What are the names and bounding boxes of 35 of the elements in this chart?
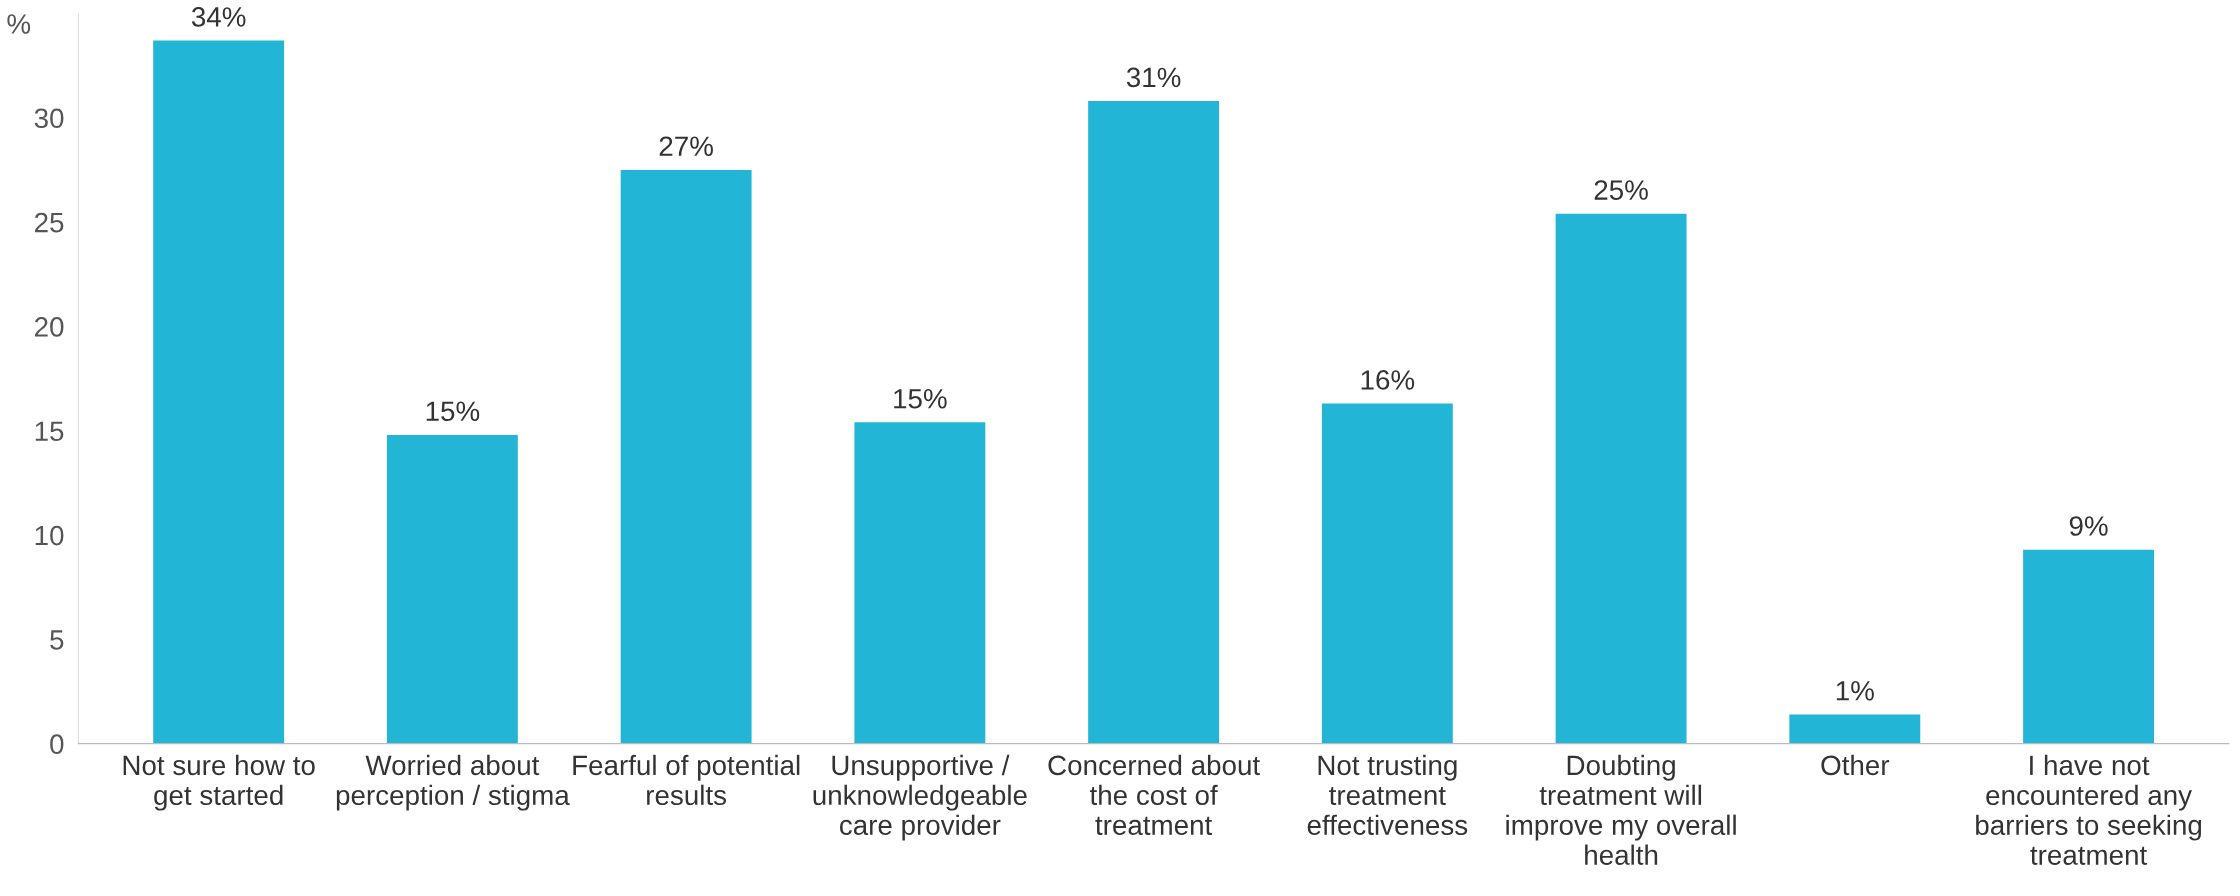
x-tick-label: Unsupportive / unknowledgeable care provider [813,754,1027,841]
x-tick-label: Fearful of potential results [573,754,800,806]
data-label: 16% [1361,370,1415,390]
bar [854,422,986,744]
y-tick-label: 5 [50,630,64,650]
bar [1321,403,1453,744]
bar [153,40,285,744]
x-tick-label: Doubting treatment will improve my overall health [1506,754,1736,865]
x-tick-label: Concerned about the cost of treatment [1048,754,1260,836]
data-label: 1% [1836,681,1874,701]
bar [2023,549,2154,744]
y-tick-label: 0 [50,734,64,755]
data-label: 34% [191,7,246,27]
y-tick-label: 20 [35,317,64,337]
data-label: 25% [1594,180,1648,200]
bar [386,434,518,744]
x-tick-label: Not trusting treatment effectiveness [1307,754,1468,836]
y-tick-label: 25 [35,212,64,233]
x-tick-label: Other [1821,754,1890,776]
bar [1555,213,1687,744]
x-tick-label: Not sure how to get started [123,754,315,811]
data-label: 9% [2069,516,2108,536]
x-tick-label: I have not encountered any barriers to seeking treatment [1976,754,2202,865]
y-tick-label: 30 [34,108,64,129]
bar [620,169,752,744]
x-tick-label: Worried about perception / stigma [336,754,570,811]
y-tick-label: 15 [35,421,64,442]
y-tick-label: 10 [35,525,64,546]
data-label: 15% [426,401,480,422]
bar [1088,101,1220,744]
y-axis-title: % [7,14,31,34]
data-label: 31% [1126,67,1181,88]
data-label: 15% [894,389,947,409]
data-label: 27% [659,136,713,156]
bar [1789,714,1921,744]
